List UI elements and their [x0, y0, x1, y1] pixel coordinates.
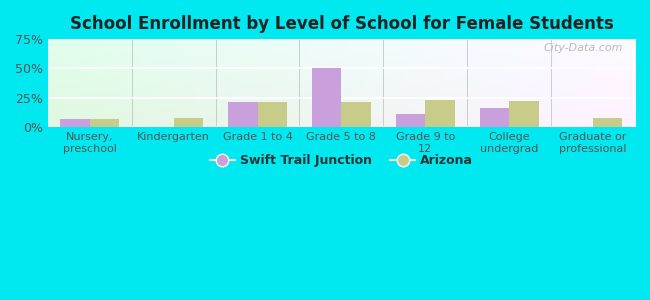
Bar — [174, 118, 203, 127]
Bar — [341, 103, 370, 127]
Bar — [257, 103, 287, 127]
Bar — [593, 118, 623, 127]
Bar — [509, 101, 539, 127]
Text: City-Data.com: City-Data.com — [544, 43, 623, 53]
Bar — [425, 100, 454, 127]
Title: School Enrollment by Level of School for Female Students: School Enrollment by Level of School for… — [70, 15, 614, 33]
Bar — [60, 119, 90, 127]
Bar — [228, 103, 257, 127]
Bar — [90, 119, 119, 127]
Bar — [480, 108, 509, 127]
Bar — [396, 114, 425, 127]
Bar — [312, 68, 341, 127]
Legend: Swift Trail Junction, Arizona: Swift Trail Junction, Arizona — [205, 149, 478, 172]
